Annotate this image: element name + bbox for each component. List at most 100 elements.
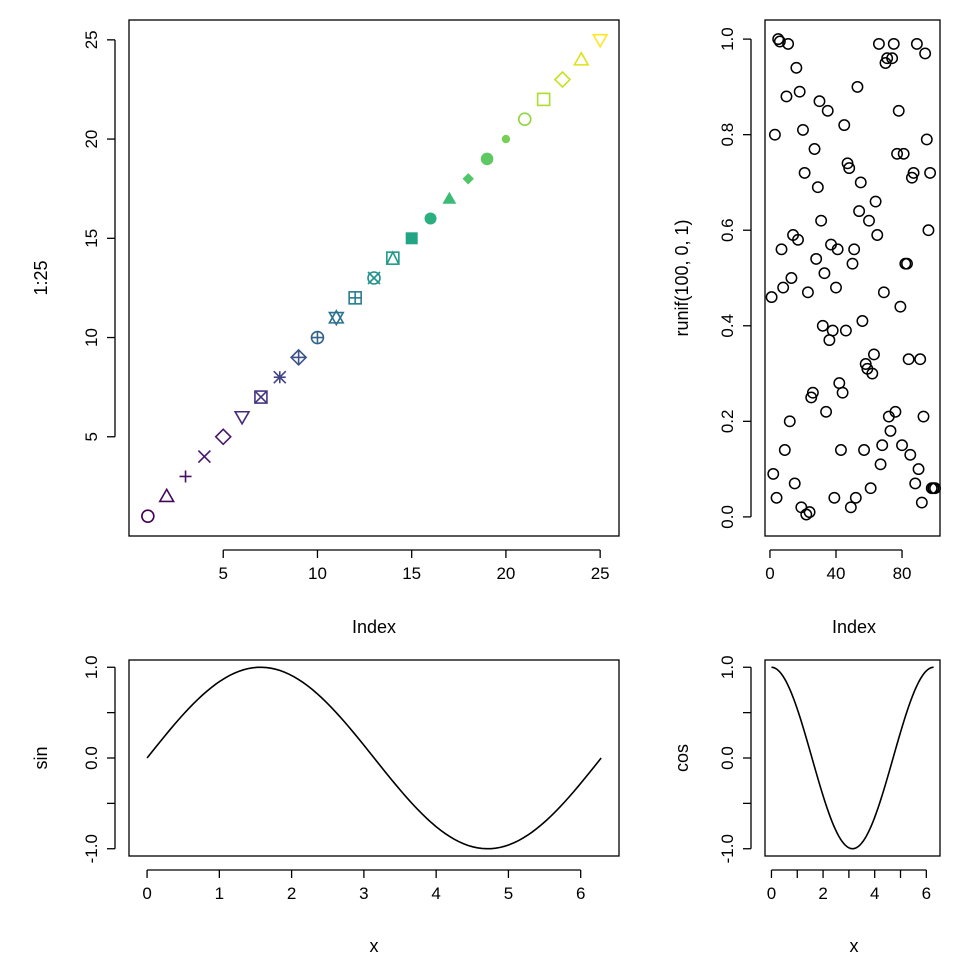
data-point [869, 195, 882, 208]
data-point [912, 463, 925, 476]
data-point [904, 448, 917, 461]
y-tick-label: 25 [82, 30, 101, 49]
data-point [800, 508, 813, 521]
data-point [801, 286, 814, 299]
marks-runif [765, 33, 941, 521]
x-axis-label-sin: x [370, 936, 379, 956]
data-point [922, 224, 935, 237]
data-point [797, 123, 809, 136]
y-tick-label: 0.6 [718, 218, 737, 242]
data-point [887, 37, 900, 50]
data-point [864, 482, 877, 495]
data-point [851, 80, 864, 93]
x-axis-runif: 0 40 80 [765, 549, 912, 583]
data-point [884, 424, 897, 437]
marks-cos [771, 666, 934, 850]
data-point [828, 491, 841, 504]
data-point [772, 33, 785, 46]
x-tick-label: 5 [218, 564, 227, 583]
x-axis-cos: 0 2 4 6 [767, 869, 931, 903]
data-point [881, 52, 894, 65]
x-tick-label: 15 [402, 564, 421, 583]
x-tick-label: 4 [431, 884, 440, 903]
x-tick-label: 80 [893, 564, 912, 583]
x-axis-label-runif: Index [832, 617, 876, 637]
x-axis-pch: 5 10 15 20 25 [218, 549, 610, 583]
data-point [859, 358, 872, 370]
plot-box-cos [764, 659, 941, 857]
data-point [803, 506, 816, 519]
data-point [783, 415, 796, 428]
x-tick-label: 5 [504, 884, 513, 903]
data-point [767, 467, 780, 480]
data-point [816, 319, 829, 332]
data-point [917, 410, 930, 423]
y-axis-cos: -1.0 0.0 1.0 [718, 655, 752, 863]
data-point [805, 391, 818, 404]
point-pch-21 [517, 112, 532, 127]
y-tick-label: 0.2 [718, 410, 737, 434]
data-point [854, 176, 867, 189]
data-point [843, 162, 856, 175]
data-point [773, 35, 786, 48]
data-point [874, 458, 887, 471]
y-axis-label-sin: sin [31, 746, 51, 769]
x-tick-label: 0 [767, 884, 776, 903]
data-point [808, 143, 821, 155]
x-axis-label-cos: x [850, 936, 859, 956]
x-tick-label: 40 [827, 564, 846, 583]
data-point [876, 439, 889, 452]
x-axis-label-pch: Index [352, 617, 396, 637]
panel-sin: 0 1 2 3 4 5 6 -1.0 0.0 1.0 x sin [31, 655, 620, 956]
data-point [792, 233, 804, 246]
point-pch-17 [442, 191, 457, 204]
x-tick-label: 25 [591, 564, 610, 583]
y-axis-sin: -1.0 0.0 1.0 [82, 655, 116, 863]
data-point [839, 324, 852, 337]
data-point [830, 281, 842, 294]
data-point [782, 37, 795, 50]
point-pch-14 [386, 250, 400, 265]
data-point [831, 243, 844, 256]
y-tick-label: 0.0 [718, 746, 737, 770]
data-point [820, 405, 833, 418]
data-point [894, 300, 907, 313]
data-point [919, 47, 932, 60]
y-tick-label: 0.0 [82, 746, 101, 770]
data-point [813, 95, 826, 108]
data-point [778, 444, 791, 456]
y-axis-label-cos: cos [672, 744, 692, 772]
y-tick-label: 15 [82, 229, 101, 248]
point-pch-23 [553, 70, 572, 89]
data-point [836, 386, 849, 399]
y-tick-label: -1.0 [718, 834, 737, 863]
data-point [798, 166, 811, 179]
x-tick-label: 2 [818, 884, 827, 903]
x-tick-label: 6 [922, 884, 931, 903]
point-pch-5 [214, 428, 232, 446]
y-tick-label: 0.8 [718, 123, 737, 147]
point-pch-16 [424, 212, 437, 225]
y-tick-label: 0.4 [718, 314, 737, 338]
data-point [892, 104, 905, 117]
data-point [826, 324, 839, 337]
data-point [806, 386, 819, 399]
x-tick-label: 1 [215, 884, 224, 903]
y-axis-label-runif: runif(100, 0, 1) [672, 219, 692, 336]
data-point [897, 147, 910, 160]
data-point [815, 214, 828, 227]
x-tick-label: 20 [496, 564, 515, 583]
sin-line [146, 666, 602, 850]
data-point [863, 214, 875, 227]
data-point [866, 367, 879, 380]
data-point [920, 133, 933, 146]
point-pch-3 [179, 470, 192, 483]
data-point [889, 405, 902, 418]
point-pch-15 [405, 232, 418, 245]
plot-box-sin [128, 659, 620, 857]
y-tick-label: -1.0 [82, 834, 101, 863]
point-pch-24 [573, 51, 590, 66]
data-point [886, 52, 899, 65]
data-point [914, 353, 927, 366]
